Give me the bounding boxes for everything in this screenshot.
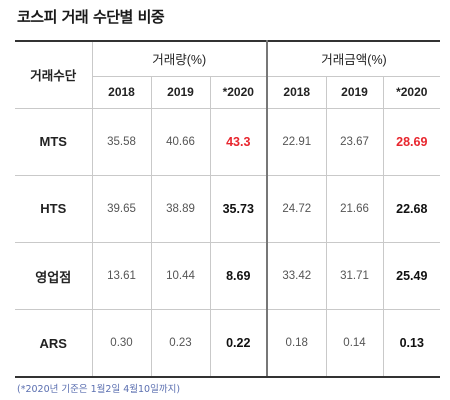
cell-value: 13.61 (91, 242, 152, 311)
cell-value: 38.89 (150, 174, 211, 244)
table-year-row: 2018 2019 *2020 2018 2019 *2020 (15, 75, 441, 109)
header-row-label: 거래수단 (15, 39, 93, 109)
cell-value-bold: 0.22 (209, 309, 268, 379)
cell-value: 22.91 (266, 107, 327, 176)
cell-value-bold: 22.68 (382, 174, 441, 244)
cell-value-bold: 25.49 (382, 242, 441, 311)
cell-value-bold: 0.13 (382, 309, 441, 379)
header-year: 2018 (92, 75, 152, 109)
cell-value: 40.66 (150, 107, 211, 176)
table-row: HTS 39.65 38.89 35.73 24.72 21.66 22.68 (15, 174, 441, 244)
header-year: 2018 (266, 75, 327, 109)
footnote: (*2020년 기준은 1월2일 4월10일까지) (17, 384, 181, 395)
row-label: HTS (15, 174, 93, 244)
cell-value: 21.66 (325, 174, 384, 244)
row-label: ARS (15, 309, 93, 379)
cell-value: 10.44 (150, 242, 211, 311)
page-title: 코스피 거래 수단별 비중 (17, 8, 165, 26)
row-label: 영업점 (15, 242, 93, 311)
table-header-row: 거래수단 거래량(%) 거래금액(%) (15, 39, 441, 109)
row-label: MTS (15, 107, 93, 176)
header-year: *2020 (382, 75, 441, 109)
table-row: MTS 35.58 40.66 43.3 22.91 23.67 28.69 (15, 107, 441, 176)
cell-value: 0.18 (266, 309, 327, 379)
table-row: ARS 0.30 0.23 0.22 0.18 0.14 0.13 (15, 309, 441, 379)
cell-value-bold: 35.73 (209, 174, 268, 244)
cell-value-highlight: 43.3 (209, 107, 268, 176)
cell-value: 35.58 (91, 107, 152, 176)
header-volume-group: 거래량(%) (91, 39, 268, 77)
header-year: *2020 (209, 75, 268, 109)
cell-value: 39.65 (91, 174, 152, 244)
cell-value: 33.42 (266, 242, 327, 311)
cell-value: 31.71 (325, 242, 384, 311)
table-row: 영업점 13.61 10.44 8.69 33.42 31.71 25.49 (15, 242, 441, 311)
header-year: 2019 (325, 75, 384, 109)
cell-value: 23.67 (325, 107, 384, 176)
cell-value: 24.72 (266, 174, 327, 244)
cell-value-highlight: 28.69 (382, 107, 441, 176)
cell-value: 0.23 (150, 309, 211, 379)
header-year: 2019 (150, 75, 211, 109)
cell-value: 0.14 (325, 309, 384, 379)
cell-value: 0.30 (91, 309, 152, 379)
data-table: 거래수단 거래량(%) 거래금액(%) 2018 2019 *2020 2018… (15, 39, 441, 379)
header-amount-group: 거래금액(%) (266, 39, 441, 77)
cell-value-bold: 8.69 (209, 242, 268, 311)
